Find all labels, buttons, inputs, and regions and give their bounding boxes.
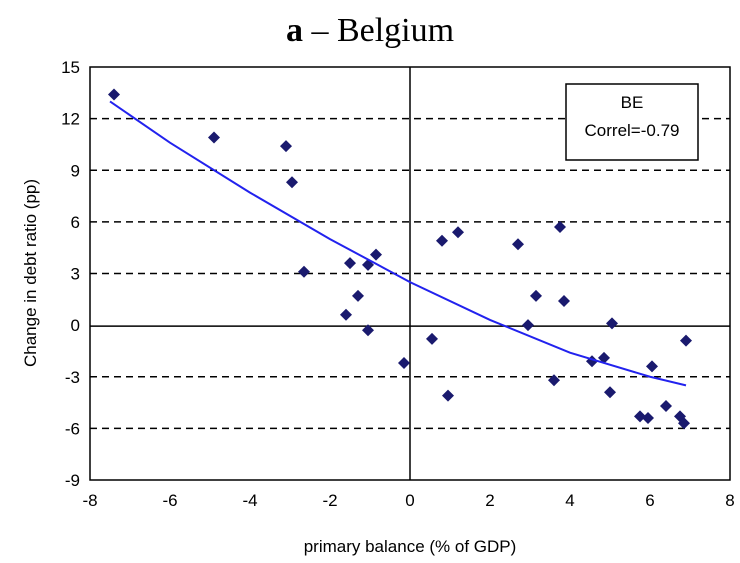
data-points (108, 88, 692, 430)
x-tick-labels: -8 -6 -4 -2 0 2 4 6 8 (82, 491, 734, 510)
data-point (436, 234, 448, 247)
x-axis-label: primary balance (% of GDP) (304, 537, 517, 556)
data-point (642, 412, 654, 425)
data-point (598, 351, 610, 364)
data-point (606, 317, 618, 330)
data-point (280, 140, 292, 153)
y-tick-label: -9 (65, 471, 80, 490)
data-point (522, 319, 534, 332)
x-tick-label: 2 (485, 491, 494, 510)
data-point (352, 289, 364, 302)
data-point (344, 257, 356, 270)
legend-correlation: Correl=-0.79 (585, 121, 680, 140)
data-point (340, 308, 352, 321)
x-tick-label: 4 (565, 491, 574, 510)
data-point (370, 248, 382, 261)
data-point (426, 332, 438, 345)
data-point (660, 400, 672, 413)
trend-line (109, 100, 687, 387)
x-tick-label: 0 (405, 491, 414, 510)
data-point (554, 221, 566, 234)
y-tick-label: -6 (65, 419, 80, 438)
y-tick-label: 0 (71, 316, 80, 335)
data-point (452, 226, 464, 239)
data-point (530, 289, 542, 302)
y-tick-label: 12 (61, 110, 80, 129)
data-point (362, 324, 374, 337)
chart-title: a – Belgium (0, 12, 740, 50)
y-tick-label: 9 (71, 161, 80, 180)
y-tick-label: 6 (71, 213, 80, 232)
x-tick-label: 6 (645, 491, 654, 510)
chart-title-lead: a (285, 12, 303, 49)
x-tick-label: -6 (162, 491, 177, 510)
legend-series-label: BE (621, 93, 644, 112)
chart-title-rest: – Belgium (302, 12, 455, 49)
x-tick-label: -4 (242, 491, 257, 510)
data-point (208, 131, 220, 144)
data-point (604, 386, 616, 399)
data-point (558, 295, 570, 308)
data-point (298, 265, 310, 278)
data-point (646, 360, 658, 373)
legend-box: BE Correl=-0.79 (565, 83, 699, 161)
y-tick-label: -3 (65, 368, 80, 387)
y-tick-label: 15 (61, 58, 80, 77)
data-point (678, 417, 690, 430)
x-tick-label: -8 (82, 491, 97, 510)
data-point (548, 374, 560, 387)
data-point (286, 176, 298, 189)
y-tick-label: 3 (71, 265, 80, 284)
data-point (634, 410, 646, 423)
data-point (442, 389, 454, 402)
data-point (108, 88, 120, 101)
x-tick-label: -2 (322, 491, 337, 510)
x-tick-label: 8 (725, 491, 734, 510)
y-axis-label: Change in debt ratio (pp) (21, 179, 40, 367)
y-tick-labels: 15 12 9 6 3 0 -3 -6 -9 (61, 58, 80, 490)
data-point (680, 334, 692, 347)
data-point (512, 238, 524, 251)
data-point (398, 356, 410, 369)
